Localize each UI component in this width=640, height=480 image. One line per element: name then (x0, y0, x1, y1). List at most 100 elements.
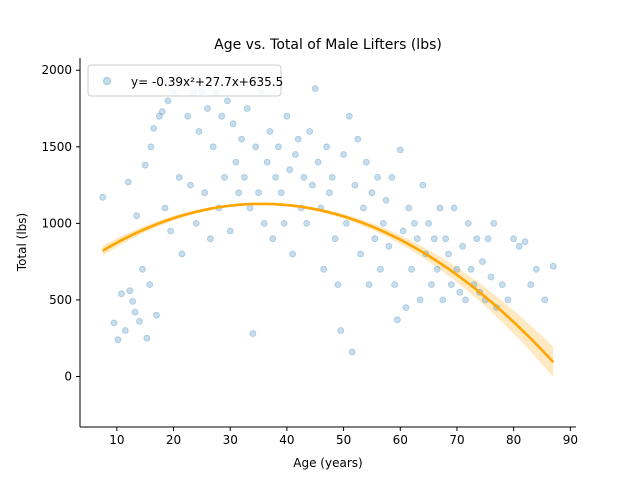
scatter-point (308, 181, 316, 189)
scatter-point (510, 235, 517, 243)
scatter-point (348, 348, 356, 356)
scatter-point (445, 250, 452, 258)
scatter-point (357, 250, 365, 258)
scatter-point (209, 143, 217, 151)
scatter-point (221, 173, 228, 181)
scatter-point (260, 219, 268, 227)
scatter-point (280, 219, 288, 227)
scatter-point (393, 316, 401, 324)
scatter-point (359, 204, 367, 212)
scatter-point (129, 297, 137, 305)
scatter-point (300, 173, 308, 181)
scatter-point (192, 219, 200, 227)
scatter-point (226, 227, 234, 235)
scatter-point (331, 235, 339, 243)
y-tick-label: 1000 (41, 216, 72, 230)
x-tick-label: 20 (166, 433, 181, 447)
scatter-point (425, 219, 433, 227)
scatter-point (311, 85, 319, 92)
scatter-point (240, 173, 248, 181)
scatter-point (515, 242, 523, 250)
scatter-point (124, 178, 132, 186)
scatter-point (453, 265, 461, 273)
scatter-point (479, 258, 486, 266)
scatter-point (114, 336, 122, 344)
scatter-point (521, 238, 529, 246)
x-tick-label: 50 (336, 433, 351, 447)
scatter-point (473, 235, 481, 243)
scatter-point (462, 296, 469, 304)
scatter-point (456, 288, 464, 296)
scatter-point (342, 219, 350, 227)
scatter-point (416, 296, 424, 304)
scatter-point (238, 135, 246, 143)
scatter-point (334, 281, 342, 289)
x-tick-label: 60 (393, 433, 408, 447)
scatter-point (402, 304, 410, 312)
scatter-point (436, 204, 444, 212)
scatter-point (391, 281, 399, 289)
scatter-point (99, 193, 107, 201)
scatter-point (272, 173, 280, 181)
scatter-point (229, 120, 237, 128)
x-ticks: 10 20 30 40 50 60 70 80 90 (109, 427, 578, 447)
scatter-point (325, 189, 333, 197)
scatter-point (274, 143, 282, 151)
scatter-point (147, 143, 155, 151)
scatter-point (263, 158, 271, 166)
scatter-point (328, 173, 336, 181)
scatter-point (410, 219, 418, 227)
scatter-point (153, 311, 160, 319)
scatter-point (118, 290, 125, 298)
scatter-point (249, 330, 257, 338)
scatter-point (294, 135, 302, 143)
scatter-point (283, 112, 291, 120)
scatter-point (368, 189, 376, 197)
scatter-point (549, 262, 557, 270)
scatter-point (155, 112, 163, 120)
scatter-point (206, 235, 214, 243)
y-tick-label: 2000 (41, 63, 72, 77)
scatter-point (175, 173, 183, 181)
scatter-point (340, 151, 348, 158)
scatter-point (396, 146, 404, 154)
scatter-point (464, 219, 472, 227)
scatter-point (131, 308, 139, 316)
scatter-point (439, 296, 447, 304)
scatter-point (382, 196, 390, 204)
scatter-point (388, 173, 396, 181)
scatter-point (532, 265, 540, 273)
scatter-point (223, 97, 231, 105)
scatter-point (490, 219, 498, 227)
scatter-point (195, 128, 203, 135)
scatter-point (143, 334, 151, 342)
legend-label: y= -0.39x²+27.7x+635.5 (131, 75, 283, 89)
scatter-point (126, 287, 134, 295)
scatter-point (303, 219, 311, 227)
axes (79, 58, 576, 428)
scatter-point (459, 242, 467, 250)
x-tick-label: 80 (506, 433, 521, 447)
scatter-point (138, 265, 146, 273)
scatter-point (164, 97, 172, 105)
scatter-point (184, 112, 192, 120)
y-ticks: 0 500 1000 1500 2000 (41, 63, 80, 383)
scatter-point (345, 112, 353, 120)
scatter-point (385, 242, 393, 250)
scatter-point (419, 181, 427, 189)
scatter-point (158, 108, 166, 115)
scatter-point (306, 128, 314, 135)
scatter-point (351, 181, 359, 189)
scatter-point (430, 235, 438, 243)
scatter-point (433, 265, 441, 273)
scatter-point (266, 128, 274, 135)
scatter-point (141, 161, 149, 169)
scatter-point (399, 227, 407, 235)
scatter-point (541, 296, 549, 304)
scatter-point (428, 281, 435, 289)
scatter-point (371, 235, 379, 243)
scatter-point (337, 327, 345, 334)
scatter-point (133, 212, 141, 220)
fit-line-group (102, 202, 555, 364)
scatter-point (354, 135, 362, 143)
